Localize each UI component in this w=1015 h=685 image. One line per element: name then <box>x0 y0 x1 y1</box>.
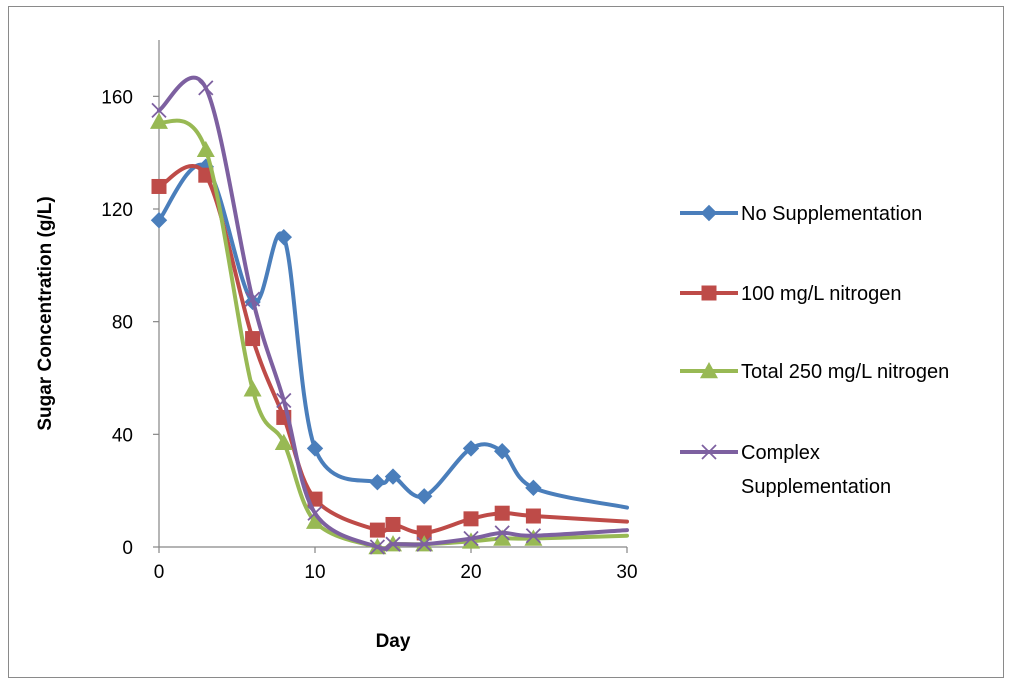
data-point <box>198 167 214 183</box>
data-point <box>150 112 168 129</box>
y-tick-label: 80 <box>112 313 133 334</box>
data-point <box>494 525 510 541</box>
legend-item-no-supplementation: No Supplementation <box>680 203 922 225</box>
series-100-mg-l-nitrogen <box>151 164 629 541</box>
legend-label: Supplementation <box>741 476 891 498</box>
data-point <box>196 140 215 158</box>
x-tick-label: 20 <box>460 562 481 583</box>
y-tick-label: 40 <box>112 425 133 446</box>
legend-swatch-marker <box>701 444 717 460</box>
data-point <box>385 516 401 532</box>
data-point <box>275 228 293 246</box>
y-axis-title: Sugar Concentration (g/L) <box>35 196 56 430</box>
marker-stroke <box>244 291 261 307</box>
x-tick-label: 0 <box>154 562 165 583</box>
marker-stroke <box>151 102 167 119</box>
data-point <box>416 536 432 552</box>
data-point <box>494 505 510 521</box>
marker-stroke <box>494 525 510 541</box>
data-point <box>306 440 324 457</box>
data-point <box>307 505 323 521</box>
marker-stroke <box>307 505 323 521</box>
legend-swatch-marker <box>700 204 718 222</box>
marker-stroke <box>198 80 214 96</box>
data-point <box>525 528 542 544</box>
data-point <box>384 468 402 485</box>
x-tick-label: 30 <box>616 562 637 583</box>
legend-item-total-250-mg-l-nitrogen: Total 250 mg/L nitrogen <box>680 361 949 383</box>
marker-stroke <box>369 539 386 555</box>
data-point <box>244 291 261 307</box>
series-complex-supplementation <box>151 75 629 555</box>
data-point <box>369 522 385 538</box>
plot-series <box>150 75 629 555</box>
data-point <box>369 474 386 491</box>
legend: No Supplementation 100 mg/L nitrogen Total… <box>680 203 949 498</box>
legend-swatch-marker <box>701 285 717 301</box>
marker-stroke <box>276 392 292 409</box>
data-point <box>150 212 168 229</box>
data-point <box>369 539 386 555</box>
data-point <box>198 80 214 96</box>
x-axis-title: Day <box>376 631 411 652</box>
marker-stroke <box>701 444 717 460</box>
data-point <box>385 536 401 552</box>
y-tick-label: 120 <box>101 200 133 221</box>
chart-area <box>8 6 1004 678</box>
legend-swatch-marker <box>700 362 718 379</box>
data-point <box>151 102 167 119</box>
data-point <box>493 529 512 546</box>
data-point <box>493 443 511 460</box>
y-tick-label: 160 <box>101 87 133 108</box>
marker-stroke <box>525 528 542 544</box>
legend-item-complex-supplementation: Complex Supplementation <box>680 442 891 498</box>
data-point <box>525 508 541 524</box>
data-point <box>151 178 167 194</box>
marker-stroke <box>463 530 479 547</box>
legend-label: Complex <box>741 442 820 464</box>
data-point <box>525 479 542 497</box>
marker-stroke <box>416 536 432 552</box>
data-point <box>462 440 480 457</box>
legend-label: Total 250 mg/L nitrogen <box>741 361 949 383</box>
data-point <box>243 380 262 397</box>
data-point <box>306 512 324 529</box>
x-tick-label: 10 <box>304 562 325 583</box>
ticks: 0 40 80 120 160 0 10 20 30 <box>101 87 637 583</box>
data-point <box>463 530 479 547</box>
data-point <box>274 433 293 450</box>
series-total-250-mg-l-nitrogen <box>150 112 629 555</box>
marker-stroke <box>385 536 401 552</box>
data-point <box>463 511 479 527</box>
series-no-supplementation <box>150 158 629 510</box>
data-point <box>415 488 433 505</box>
data-point <box>416 525 432 541</box>
legend-item-100-mg-l-nitrogen: 100 mg/L nitrogen <box>680 283 901 305</box>
data-point <box>245 331 261 347</box>
data-point <box>276 392 292 409</box>
y-tick-label: 0 <box>122 538 133 559</box>
legend-label: No Supplementation <box>741 203 922 225</box>
legend-label: 100 mg/L nitrogen <box>741 283 901 305</box>
series-line <box>157 162 629 510</box>
